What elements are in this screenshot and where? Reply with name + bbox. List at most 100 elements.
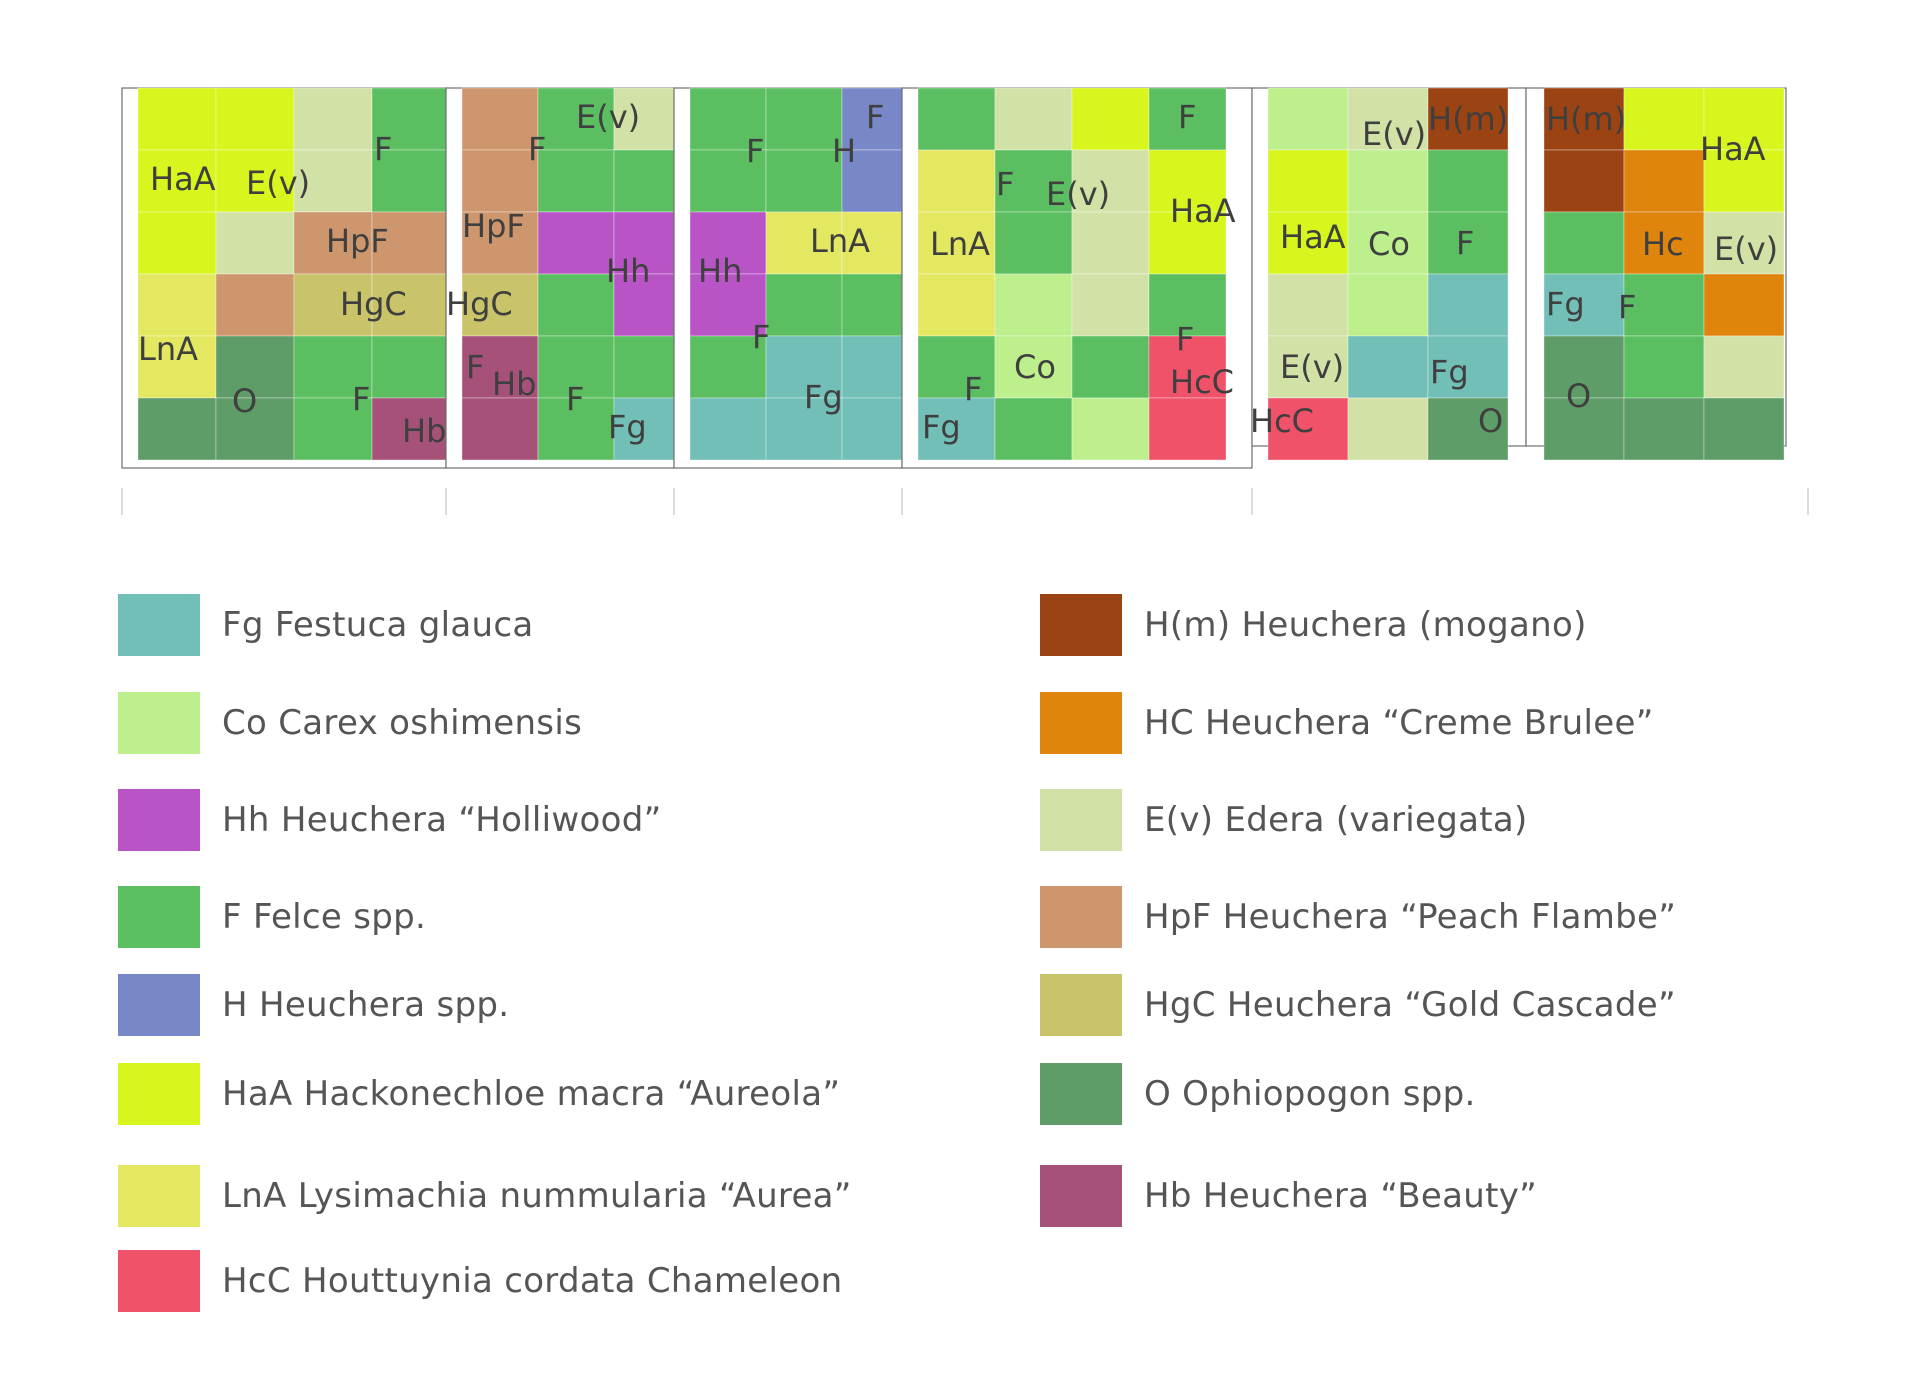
plant-cell-lna bbox=[917, 273, 996, 337]
plant-cell-fg bbox=[689, 397, 767, 461]
plant-cell-co bbox=[1267, 87, 1349, 151]
plant-cell-f bbox=[994, 397, 1073, 461]
plant-cell-haa bbox=[1267, 149, 1349, 213]
plant-cell-ev bbox=[1347, 397, 1429, 461]
plant-code-label: Hb bbox=[492, 365, 536, 403]
legend-label: O Ophiopogon spp. bbox=[1144, 1074, 1476, 1114]
legend-swatch bbox=[118, 789, 200, 851]
plant-cell-o bbox=[1703, 397, 1785, 461]
plant-code-label: F bbox=[866, 98, 884, 136]
plant-cell-haa bbox=[1071, 87, 1150, 151]
plant-cell-f bbox=[917, 87, 996, 151]
plant-cell-f bbox=[537, 273, 615, 337]
legend-item-hc: HC Heuchera “Creme Brulee” bbox=[1040, 691, 1654, 755]
plant-cell-ev bbox=[1703, 335, 1785, 399]
plant-code-label: HgC bbox=[446, 285, 513, 323]
plant-cell-ev bbox=[1071, 273, 1150, 337]
legend-item-f: F Felce spp. bbox=[118, 885, 426, 949]
plant-code-label: O bbox=[1566, 377, 1591, 415]
plant-cell-f bbox=[1148, 273, 1227, 337]
plant-code-label: O bbox=[232, 382, 257, 420]
plant-code-label: HaA bbox=[1700, 130, 1766, 168]
plant-code-label: HaA bbox=[1170, 192, 1236, 230]
legend-label: HC Heuchera “Creme Brulee” bbox=[1144, 703, 1654, 743]
plant-code-label: F bbox=[374, 130, 392, 168]
legend-item-haa: HaA Hackonechloe macra “Aureola” bbox=[118, 1062, 840, 1126]
plant-code-label: E(v) bbox=[1714, 230, 1778, 268]
plant-cell-haa bbox=[137, 87, 217, 151]
plant-cell-f bbox=[1543, 211, 1625, 275]
plant-cell-f bbox=[537, 397, 615, 461]
plant-cell-hpf bbox=[461, 149, 539, 213]
legend-label: Hb Heuchera “Beauty” bbox=[1144, 1176, 1538, 1216]
plant-cell-fg bbox=[1427, 273, 1509, 337]
module-1: HaA E(v) F HpF HgC LnA O F Hb bbox=[121, 87, 451, 469]
plant-cell-f bbox=[917, 335, 996, 399]
plant-cell-o bbox=[1543, 335, 1625, 399]
plant-code-label: F bbox=[1456, 224, 1474, 262]
plant-code-label: HgC bbox=[340, 285, 407, 323]
plant-code-label: Hc bbox=[1642, 225, 1684, 263]
plant-code-label: Fg bbox=[608, 408, 647, 446]
legend-swatch bbox=[118, 1063, 200, 1125]
plant-cell-hc bbox=[1703, 273, 1785, 337]
plant-cell-haa bbox=[1703, 87, 1785, 151]
plant-code-label: F bbox=[1176, 320, 1194, 358]
plant-cell-hc bbox=[1623, 211, 1705, 275]
plant-cell-f bbox=[371, 149, 451, 213]
plant-cell-hc bbox=[1623, 149, 1705, 213]
legend-item-h: H Heuchera spp. bbox=[118, 973, 509, 1037]
plant-code-label: HcC bbox=[1250, 402, 1314, 440]
legend-item-o: O Ophiopogon spp. bbox=[1040, 1062, 1476, 1126]
plant-cell-f bbox=[1427, 149, 1509, 213]
legend-item-ev: E(v) Edera (variegata) bbox=[1040, 788, 1528, 852]
legend-item-hcc: HcC Houttuynia cordata Chameleon bbox=[118, 1249, 842, 1313]
plant-cell-ev bbox=[293, 87, 373, 151]
legend-swatch bbox=[118, 886, 200, 948]
legend-swatch bbox=[118, 1165, 200, 1227]
legend-label: HcC Houttuynia cordata Chameleon bbox=[222, 1261, 843, 1301]
plant-cell-hpf bbox=[461, 211, 539, 275]
plant-cell-ev bbox=[1071, 211, 1150, 275]
plant-code-label: F bbox=[746, 132, 764, 170]
plant-cell-f bbox=[1623, 273, 1705, 337]
plant-cell-co bbox=[1347, 149, 1429, 213]
plant-code-label: Fg bbox=[804, 378, 843, 416]
plant-code-label: F bbox=[352, 380, 370, 418]
plant-cell-f bbox=[537, 87, 615, 151]
plant-code-label: H bbox=[832, 132, 856, 170]
legend-swatch bbox=[1040, 886, 1122, 948]
plant-cell-fg bbox=[765, 397, 843, 461]
plant-code-label: HpF bbox=[462, 207, 525, 245]
plant-code-label: Fg bbox=[922, 408, 961, 446]
legend-swatch bbox=[1040, 1165, 1122, 1227]
plant-cell-f bbox=[1148, 87, 1227, 151]
plant-code-label: Co bbox=[1014, 348, 1056, 386]
plant-cell-o bbox=[215, 397, 295, 461]
plant-cell-ev bbox=[994, 87, 1073, 151]
plant-cell-f bbox=[1623, 335, 1705, 399]
plant-cell-haa bbox=[1148, 149, 1227, 213]
plant-cell-hm bbox=[1543, 149, 1625, 213]
plant-code-label: HpF bbox=[326, 222, 389, 260]
legend-label: LnA Lysimachia nummularia “Aurea” bbox=[222, 1176, 852, 1216]
plant-cell-haa bbox=[1267, 211, 1349, 275]
plant-code-label: H(m) bbox=[1546, 100, 1626, 138]
legend-label: E(v) Edera (variegata) bbox=[1144, 800, 1528, 840]
plant-code-label: F bbox=[1178, 98, 1196, 136]
plant-code-label: HcC bbox=[1170, 363, 1234, 401]
plant-code-label: E(v) bbox=[576, 98, 640, 136]
plant-cell-hh bbox=[689, 273, 767, 337]
plant-cell-haa bbox=[1148, 211, 1227, 275]
plant-code-label: LnA bbox=[810, 222, 870, 260]
plant-cell-f bbox=[765, 87, 843, 151]
plant-cell-hm bbox=[1543, 87, 1625, 151]
plant-code-label: HaA bbox=[150, 160, 216, 198]
plant-cell-ev bbox=[215, 211, 295, 275]
plant-code-label: F bbox=[964, 370, 982, 408]
legend-item-hh: Hh Heuchera “Holliwood” bbox=[118, 788, 662, 852]
plant-code-label: Fg bbox=[1430, 353, 1469, 391]
